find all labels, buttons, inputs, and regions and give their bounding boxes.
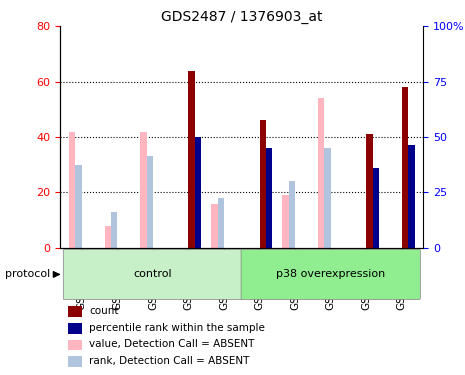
Title: GDS2487 / 1376903_at: GDS2487 / 1376903_at <box>161 10 323 24</box>
Bar <box>111 212 117 248</box>
Bar <box>218 198 224 248</box>
Bar <box>408 146 415 248</box>
Text: control: control <box>133 269 172 279</box>
Bar <box>259 120 266 248</box>
Text: rank, Detection Call = ABSENT: rank, Detection Call = ABSENT <box>89 356 250 366</box>
Bar <box>188 70 195 248</box>
Bar <box>366 134 372 248</box>
Bar <box>69 132 75 248</box>
FancyBboxPatch shape <box>241 249 420 299</box>
Bar <box>68 340 82 350</box>
Bar <box>289 182 295 248</box>
Bar <box>211 204 218 248</box>
Bar <box>372 168 379 248</box>
Text: p38 overexpression: p38 overexpression <box>276 269 385 279</box>
Bar <box>324 148 331 248</box>
Text: count: count <box>89 306 119 316</box>
Bar <box>146 156 153 248</box>
Bar <box>318 98 324 248</box>
Bar <box>402 87 408 248</box>
Bar <box>195 137 201 248</box>
Bar <box>105 226 111 248</box>
Text: value, Detection Call = ABSENT: value, Detection Call = ABSENT <box>89 339 255 349</box>
Bar <box>68 306 82 317</box>
Bar <box>68 323 82 334</box>
Bar <box>75 165 82 248</box>
Text: protocol: protocol <box>5 269 50 279</box>
Bar <box>282 195 289 248</box>
FancyBboxPatch shape <box>63 249 243 299</box>
Bar <box>140 132 146 248</box>
Bar <box>266 148 272 248</box>
Text: percentile rank within the sample: percentile rank within the sample <box>89 322 266 333</box>
Bar <box>68 356 82 367</box>
